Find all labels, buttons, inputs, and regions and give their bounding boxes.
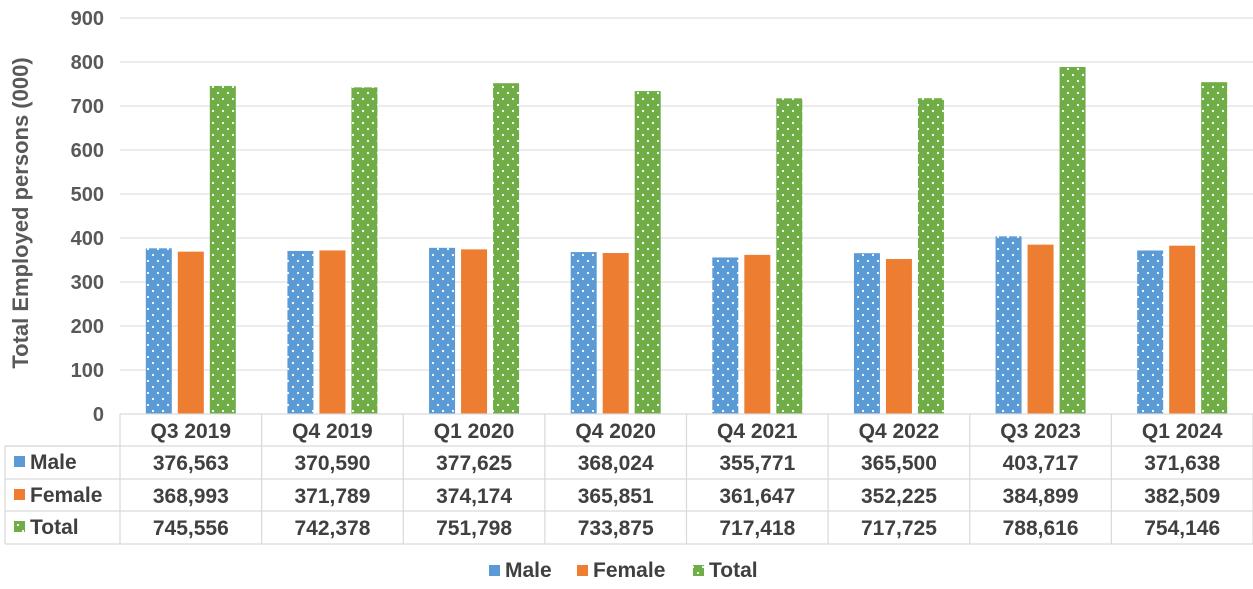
bar-male: [570, 252, 597, 414]
y-tick-label: 700: [71, 96, 104, 118]
bar-male: [145, 248, 172, 414]
bar-female: [602, 253, 629, 414]
bar-total: [351, 87, 378, 414]
table-cell: 384,899: [1003, 485, 1079, 508]
table-cell: 368,993: [153, 485, 229, 508]
category-label: Q3 2019: [151, 420, 232, 443]
bar-female: [461, 249, 488, 414]
y-tick-label: 300: [71, 272, 104, 294]
legend-label: Male: [505, 559, 552, 582]
y-tick-label: 0: [93, 404, 104, 426]
bar-total: [776, 98, 803, 414]
table-cell: 403,717: [1003, 452, 1079, 475]
table-cell: 365,500: [861, 452, 937, 475]
bar-female: [744, 254, 771, 414]
bar-female: [177, 251, 204, 414]
table-cell: 788,616: [1003, 517, 1079, 540]
table-cell: 365,851: [578, 485, 654, 508]
legend-swatch-total: [693, 565, 704, 576]
table-cell: 742,378: [294, 517, 370, 540]
category-label: Q4 2020: [575, 420, 656, 443]
bar-female: [1169, 245, 1196, 414]
bar-male: [429, 247, 456, 414]
table-cell: 717,725: [861, 517, 937, 540]
row-swatch-total: [14, 521, 25, 532]
bar-male: [287, 250, 314, 414]
legend: Male Female Total: [489, 559, 758, 582]
y-tick-label: 800: [71, 52, 104, 74]
table-cell: 361,647: [719, 485, 795, 508]
bar-total: [493, 83, 520, 415]
table-cell: 745,556: [153, 517, 229, 540]
table-cell: 352,225: [861, 485, 937, 508]
bar-female: [319, 250, 346, 414]
row-name: Female: [30, 484, 102, 507]
row-swatch-female: [14, 489, 25, 500]
row-swatch-male: [14, 456, 25, 467]
bar-total: [1059, 67, 1086, 414]
category-label: Q3 2023: [1000, 420, 1081, 443]
bar-male: [853, 253, 880, 414]
y-tick-label: 900: [71, 8, 104, 30]
table-cell: 368,024: [578, 452, 654, 475]
category-label: Q1 2020: [434, 420, 515, 443]
bar-total: [1201, 82, 1228, 415]
y-tick-label: 100: [71, 360, 104, 382]
y-tick-label: 600: [71, 140, 104, 162]
table-cell: 751,798: [436, 517, 512, 540]
table-cell: 374,174: [436, 485, 512, 508]
bar-female: [885, 259, 912, 414]
y-tick-label: 400: [71, 228, 104, 250]
legend-label: Female: [593, 559, 665, 582]
table-cell: 377,625: [436, 452, 512, 475]
table-cell: 371,789: [294, 485, 370, 508]
table-cell: 376,563: [153, 452, 229, 475]
bar-total: [917, 98, 944, 415]
table-cell: 754,146: [1144, 517, 1220, 540]
category-label: Q4 2021: [717, 420, 798, 443]
legend-swatch-female: [577, 565, 588, 576]
legend-label: Total: [709, 559, 758, 582]
bar-male: [995, 236, 1022, 414]
category-label: Q4 2022: [859, 420, 940, 443]
bar-male: [712, 257, 739, 414]
y-axis-ticks: 0 100 200 300 400 500 600 700 800 900: [71, 8, 104, 426]
legend-swatch-male: [489, 565, 500, 576]
table-cell: 382,509: [1144, 485, 1220, 508]
bar-total: [634, 91, 661, 414]
table-cell: 717,418: [719, 517, 795, 540]
table-cell: 370,590: [294, 452, 370, 475]
category-label: Q4 2019: [292, 420, 373, 443]
bar-male: [1137, 250, 1164, 414]
table-cell: 733,875: [578, 517, 654, 540]
data-table: Q3 2019 Q4 2019 Q1 2020 Q4 2020 Q4 2021 Q4 20…: [4, 413, 1253, 545]
row-name: Total: [30, 516, 79, 539]
bars: [145, 67, 1228, 415]
y-axis-label: Total Employed persons (000): [8, 57, 33, 368]
row-name: Male: [30, 451, 77, 474]
y-tick-label: 500: [71, 184, 104, 206]
table-cell: 355,771: [719, 452, 795, 475]
bar-female: [1027, 244, 1054, 414]
table-cell: 371,638: [1144, 452, 1220, 475]
category-label: Q1 2024: [1142, 420, 1223, 443]
bar-total: [209, 85, 236, 415]
y-tick-label: 200: [71, 316, 104, 338]
